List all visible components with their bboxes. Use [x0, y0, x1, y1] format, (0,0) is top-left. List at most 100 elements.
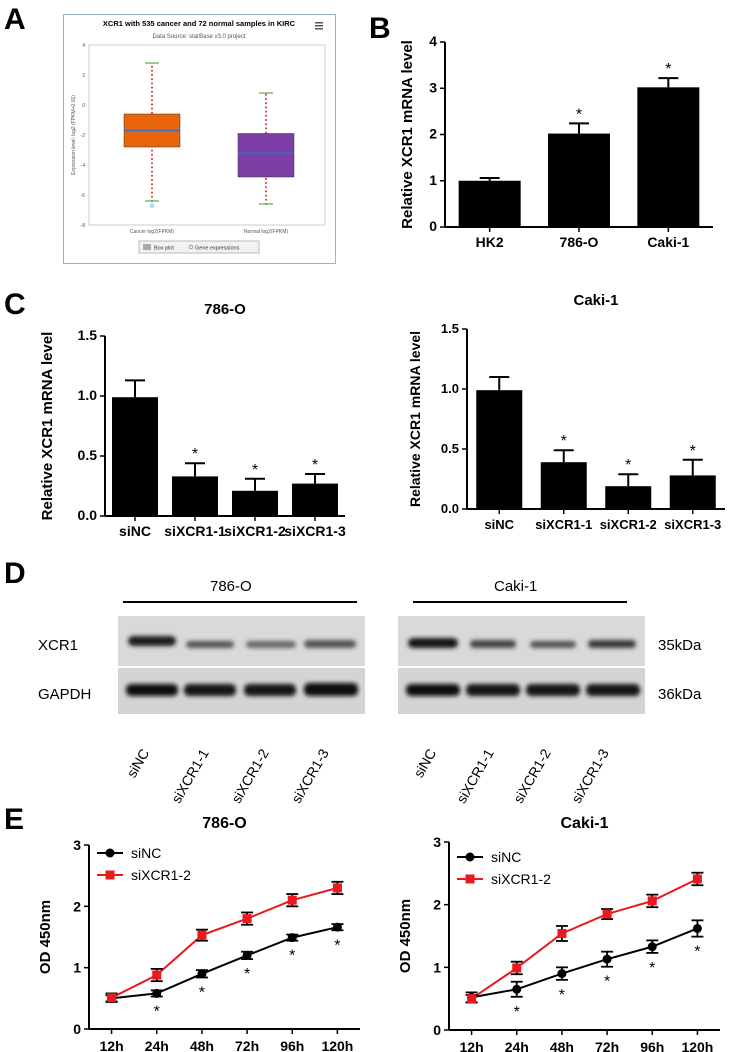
x-tick-label: 72h: [235, 1038, 259, 1052]
bar: [605, 486, 652, 509]
boxplot-dot: [151, 95, 153, 97]
boxplot-ytick: 2: [82, 73, 85, 79]
data-point-sixcr1-2: [197, 930, 207, 940]
y-tick-label: 0.5: [78, 447, 98, 463]
x-tick-label: 96h: [640, 1039, 664, 1052]
boxplot-box: [237, 133, 295, 178]
y-tick-label: 3: [73, 837, 81, 853]
y-tick-label: 1: [429, 172, 437, 188]
boxplot-dot: [265, 123, 267, 126]
legend-label: siXCR1-2: [491, 871, 551, 887]
series-line-sinc: [111, 926, 338, 1000]
y-tick-label: 0.0: [441, 501, 459, 516]
series-line-sixcr1-2: [471, 878, 698, 1000]
x-tick-label: siNC: [119, 523, 151, 539]
boxplot-dot: [151, 191, 153, 194]
boxplot-legend: Box plot Gene expressions: [138, 240, 260, 254]
data-point-sixcr1-2: [602, 909, 612, 919]
x-tick-label: 96h: [280, 1038, 304, 1052]
boxplot-dot: [265, 127, 267, 130]
data-point-sinc: [197, 969, 207, 979]
legend-marker: [105, 848, 115, 858]
wb-group-caki1-line: [413, 601, 627, 603]
significance-star: *: [694, 944, 700, 961]
boxplot-dot: [151, 82, 153, 85]
panel-label-d: D: [4, 557, 26, 590]
boxplot-ytick: -2: [81, 133, 86, 139]
y-tick-label: 3: [433, 834, 441, 850]
boxplot-dot: [265, 131, 267, 134]
y-tick-label: 1.0: [78, 387, 98, 403]
bar: [637, 87, 700, 227]
boxplot-dot: [151, 166, 153, 169]
y-tick-label: 0: [429, 218, 437, 234]
boxplot-dot: [151, 170, 153, 173]
boxplot-dot: [265, 194, 267, 197]
boxplot-dot: [151, 65, 153, 68]
wb-row-xcr1: XCR1: [38, 637, 79, 654]
wb-band: [470, 640, 516, 648]
x-tick-label: 120h: [681, 1039, 713, 1052]
panel-label-a: A: [4, 3, 26, 36]
wb-lane-label: siXCR1-3: [288, 746, 332, 806]
x-tick-label: siXCR1-3: [664, 517, 721, 532]
boxplot-dot: [151, 99, 153, 102]
data-point-sixcr1-2: [107, 993, 117, 1003]
significance-star: *: [559, 987, 565, 1004]
wb-band: [408, 638, 458, 648]
bar: [548, 133, 610, 227]
boxplot-dot: [265, 119, 267, 121]
x-tick-label: 48h: [550, 1039, 574, 1052]
chart-title: Caki-1: [560, 815, 608, 832]
data-point-sinc: [557, 969, 567, 979]
data-point-sinc: [692, 923, 702, 933]
significance-star: *: [289, 948, 295, 965]
wb-band: [128, 636, 176, 646]
wb-size-35kda: 35kDa: [658, 637, 702, 654]
wb-lane-label: siNC: [122, 746, 152, 781]
boxplot-dot: [151, 179, 153, 181]
boxplot-dot: [151, 103, 153, 106]
y-tick-label: 0.5: [441, 441, 459, 456]
legend-label: siNC: [131, 845, 161, 861]
bar: [112, 397, 158, 516]
legend-dot-label: Gene expressions: [195, 246, 240, 252]
wb-blots: [118, 616, 645, 714]
data-point-sinc: [602, 954, 612, 964]
chart-c-786o: 786-O 0.0 0.5 1.0 1.5 Relative XCR1 mRNA leve…: [39, 301, 346, 539]
chart-title: 786-O: [202, 815, 246, 832]
significance-star: *: [192, 446, 198, 463]
boxplot-dot: [265, 190, 267, 193]
boxplot-dot: [265, 110, 267, 113]
y-axis-label: Relative XCR1 mRNA level: [39, 332, 56, 521]
bar: [540, 462, 587, 509]
chart-e-caki1: Caki-1 0 1 2 3 OD 450nm 12h 24h 48h 72h 96h 120h * * *…: [397, 815, 720, 1052]
wb-band: [246, 641, 296, 648]
wb-group-786o-line: [123, 601, 357, 603]
data-point-sinc: [512, 984, 522, 994]
boxplot-dot: [265, 106, 267, 109]
boxplot-dot: [151, 107, 153, 110]
boxplot-dot: [265, 198, 267, 201]
boxplot-dot: [151, 183, 153, 186]
boxplot-dot: [265, 98, 267, 100]
boxplot-dot: [151, 174, 153, 177]
x-tick-label: siXCR1-1: [535, 517, 592, 532]
significance-star: *: [154, 1003, 160, 1020]
boxplot-xlabel-cancer: Cancer log2(FPKM): [130, 229, 175, 235]
menu-icon[interactable]: [315, 22, 323, 30]
x-tick-label: 24h: [505, 1039, 529, 1052]
significance-star: *: [561, 433, 567, 450]
wb-band: [186, 641, 234, 648]
data-point-sixcr1-2: [557, 928, 567, 938]
significance-star: *: [625, 457, 631, 474]
wb-band: [304, 683, 358, 696]
wb-band: [586, 684, 640, 696]
legend-box-swatch: [143, 244, 151, 250]
data-point-sixcr1-2: [287, 895, 297, 905]
data-point-sixcr1-2: [152, 970, 162, 980]
boxplot-ytick: 0: [82, 103, 85, 109]
boxplot-plot-area: [88, 44, 326, 226]
data-point-sixcr1-2: [467, 994, 477, 1004]
wb-band: [530, 641, 576, 648]
